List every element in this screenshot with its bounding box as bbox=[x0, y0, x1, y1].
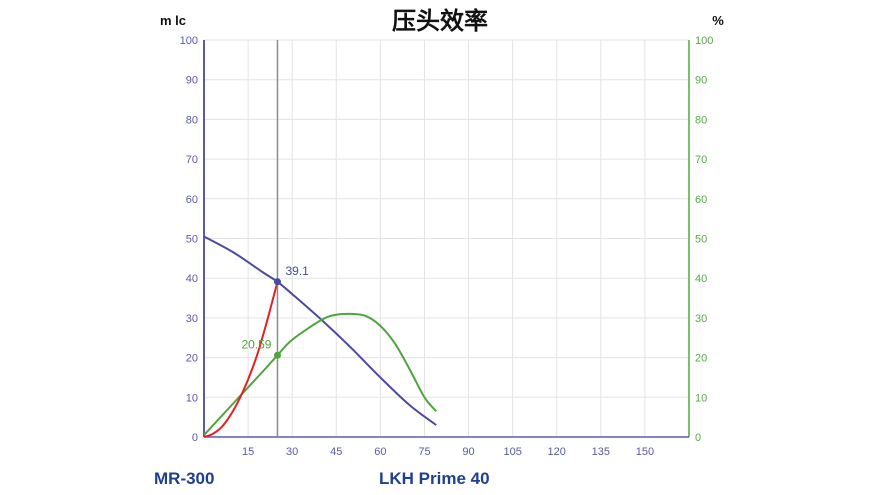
operating-point: 39.1 20.59 bbox=[241, 40, 309, 437]
x-tick-label: 105 bbox=[503, 446, 521, 458]
tick-labels: 0 10 20 30 40 50 60 70 80 90 100 0 10 20 30 40 50 60 70 80 9… bbox=[180, 35, 714, 458]
y-right-tick-label: 70 bbox=[695, 154, 707, 166]
y-left-tick-label: 70 bbox=[186, 154, 198, 166]
power-curve bbox=[203, 281, 279, 438]
y-right-tick-label: 100 bbox=[695, 35, 713, 47]
y-right-tick-label: 10 bbox=[695, 392, 707, 404]
grid bbox=[204, 39, 689, 437]
head-point bbox=[273, 278, 281, 286]
y-right-tick-label: 20 bbox=[695, 353, 707, 365]
series-layer bbox=[203, 235, 437, 438]
y-left-tick-label: 10 bbox=[186, 392, 198, 404]
y-right-tick-label: 80 bbox=[695, 114, 707, 126]
x-tick-label: 75 bbox=[418, 446, 430, 458]
efficiency-curve bbox=[203, 312, 437, 436]
x-tick-label: 135 bbox=[592, 446, 610, 458]
x-tick-label: 45 bbox=[330, 446, 342, 458]
y-right-tick-label: 60 bbox=[695, 194, 707, 206]
y-left-tick-label: 100 bbox=[180, 35, 198, 47]
y-left-tick-label: 80 bbox=[186, 114, 198, 126]
y-left-tick-label: 60 bbox=[186, 194, 198, 206]
y-right-tick-label: 90 bbox=[695, 75, 707, 87]
x-tick-label: 30 bbox=[286, 446, 298, 458]
y-right-tick-label: 50 bbox=[695, 234, 707, 246]
axes bbox=[203, 40, 690, 438]
x-tick-label: 150 bbox=[636, 446, 654, 458]
right-axis-unit: % bbox=[712, 13, 724, 28]
x-tick-label: 60 bbox=[374, 446, 386, 458]
y-right-tick-label: 0 bbox=[695, 432, 701, 444]
y-right-tick-label: 40 bbox=[695, 273, 707, 285]
y-left-tick-label: 0 bbox=[192, 432, 198, 444]
y-left-tick-label: 50 bbox=[186, 234, 198, 246]
x-tick-label: 90 bbox=[462, 446, 474, 458]
pump-model-label: MR-300 bbox=[154, 469, 215, 488]
y-left-tick-label: 30 bbox=[186, 313, 198, 325]
pump-series-label: LKH Prime 40 bbox=[379, 469, 490, 488]
y-left-tick-label: 40 bbox=[186, 273, 198, 285]
y-left-tick-label: 90 bbox=[186, 75, 198, 87]
head-value-label: 39.1 bbox=[285, 264, 309, 278]
y-left-tick-label: 20 bbox=[186, 353, 198, 365]
x-tick-label: 120 bbox=[548, 446, 566, 458]
y-right-tick-label: 30 bbox=[695, 313, 707, 325]
efficiency-value-label: 20.59 bbox=[241, 337, 271, 351]
chart-title: 压头效率 bbox=[392, 7, 488, 35]
x-tick-label: 15 bbox=[242, 446, 254, 458]
efficiency-point bbox=[273, 351, 281, 359]
head-curve bbox=[203, 235, 437, 426]
left-axis-unit: m lc bbox=[160, 13, 186, 28]
